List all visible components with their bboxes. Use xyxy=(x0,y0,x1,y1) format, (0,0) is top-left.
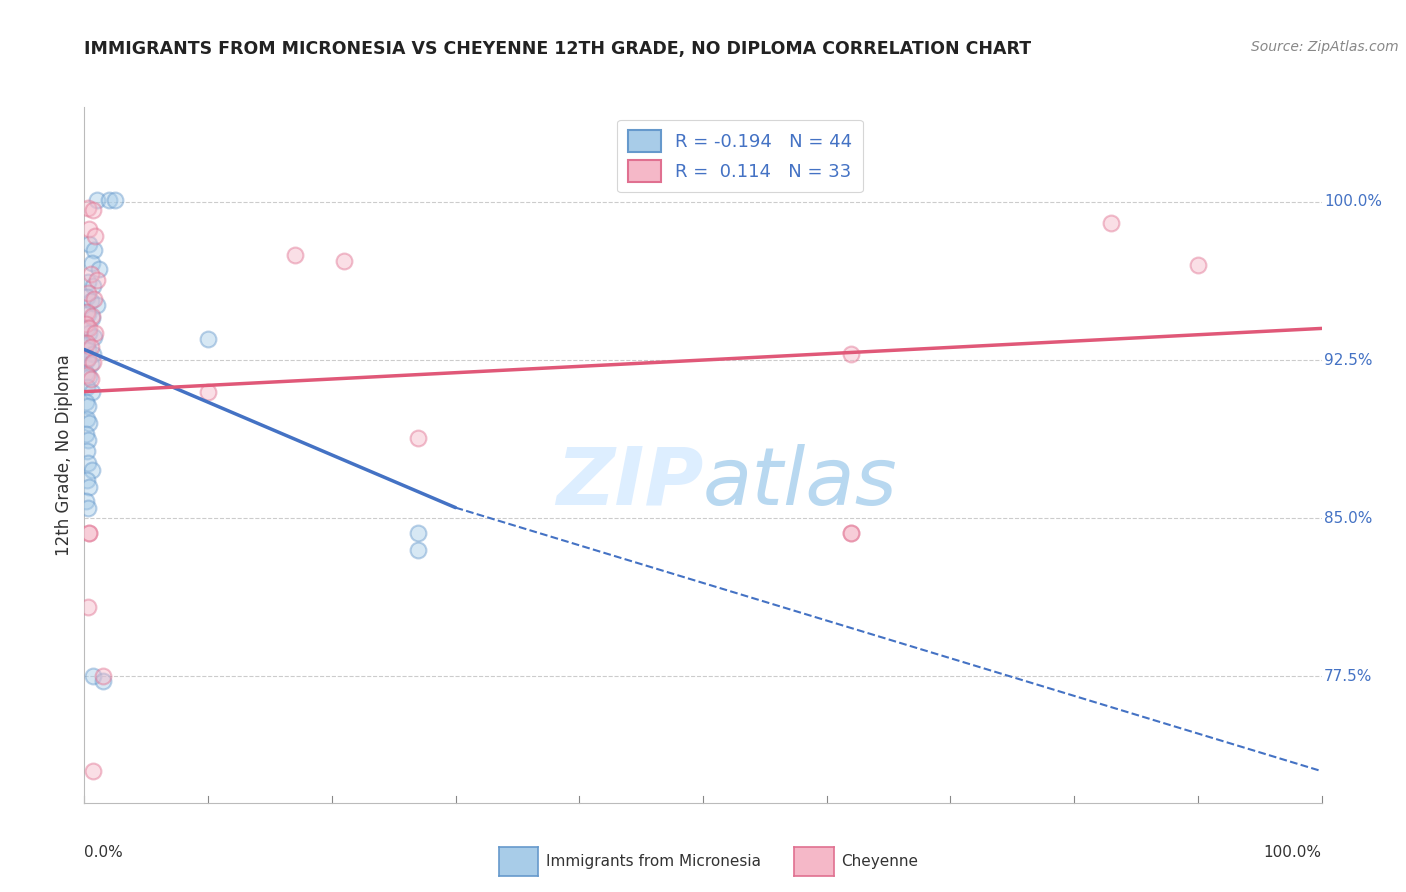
Point xyxy=(408,525,430,540)
Point xyxy=(76,412,98,426)
Point xyxy=(77,500,100,515)
Legend: R = -0.194   N = 44, R =  0.114   N = 33: R = -0.194 N = 44, R = 0.114 N = 33 xyxy=(617,120,863,193)
Point xyxy=(83,330,105,344)
Point xyxy=(76,473,98,487)
Point xyxy=(82,669,104,683)
Point xyxy=(77,351,100,365)
Text: 85.0%: 85.0% xyxy=(1324,511,1372,525)
Text: IMMIGRANTS FROM MICRONESIA VS CHEYENNE 12TH GRADE, NO DIPLOMA CORRELATION CHART: IMMIGRANTS FROM MICRONESIA VS CHEYENNE 1… xyxy=(84,40,1032,58)
Point xyxy=(80,310,103,325)
Point xyxy=(82,279,104,293)
Text: 77.5%: 77.5% xyxy=(1324,669,1372,684)
Point xyxy=(76,304,98,318)
Point xyxy=(841,525,863,540)
Text: 100.0%: 100.0% xyxy=(1324,194,1382,210)
Point xyxy=(77,285,100,300)
Point xyxy=(77,307,100,321)
Point xyxy=(76,336,98,351)
Point xyxy=(80,384,103,399)
Point xyxy=(284,247,307,261)
Point xyxy=(77,400,100,414)
Text: 0.0%: 0.0% xyxy=(84,845,124,860)
Point xyxy=(79,293,101,308)
Point xyxy=(82,355,104,369)
Point xyxy=(76,368,98,382)
Text: 100.0%: 100.0% xyxy=(1264,845,1322,860)
Point xyxy=(75,494,97,508)
Point xyxy=(98,193,121,207)
Point xyxy=(79,372,101,386)
Point xyxy=(91,673,114,688)
Point xyxy=(75,366,97,380)
Point xyxy=(77,433,100,447)
Point xyxy=(841,525,863,540)
Point xyxy=(77,201,100,215)
Point xyxy=(333,254,356,268)
Point xyxy=(1187,258,1209,272)
Text: Cheyenne: Cheyenne xyxy=(841,855,918,869)
Point xyxy=(79,417,101,431)
Point xyxy=(408,542,430,557)
Point xyxy=(83,292,105,306)
Y-axis label: 12th Grade, No Diploma: 12th Grade, No Diploma xyxy=(55,354,73,556)
Point xyxy=(408,431,430,445)
Point xyxy=(79,370,101,384)
Point xyxy=(104,193,127,207)
Point xyxy=(79,237,101,252)
Point xyxy=(83,244,105,258)
Point xyxy=(80,309,103,323)
Point xyxy=(79,267,101,281)
Text: atlas: atlas xyxy=(703,443,898,522)
Point xyxy=(75,338,97,352)
Point xyxy=(79,479,101,493)
Point xyxy=(86,273,108,287)
Point xyxy=(79,525,101,540)
Point xyxy=(80,256,103,270)
Point xyxy=(79,326,101,340)
Point xyxy=(77,456,100,470)
Point xyxy=(86,298,108,312)
Point xyxy=(197,332,219,346)
Text: ZIP: ZIP xyxy=(555,443,703,522)
Point xyxy=(82,764,104,779)
Point xyxy=(77,275,100,289)
Point xyxy=(79,340,101,354)
Point xyxy=(79,321,101,335)
Point xyxy=(84,228,107,243)
Point xyxy=(75,426,97,441)
Point xyxy=(75,317,97,331)
Point xyxy=(79,525,101,540)
Point xyxy=(77,599,100,614)
Text: Immigrants from Micronesia: Immigrants from Micronesia xyxy=(546,855,761,869)
Text: 92.5%: 92.5% xyxy=(1324,352,1372,368)
Point xyxy=(76,321,98,335)
Point xyxy=(197,384,219,399)
Point xyxy=(77,343,100,357)
Point xyxy=(80,463,103,477)
Point xyxy=(76,380,98,394)
Point xyxy=(89,262,111,277)
Point xyxy=(841,347,863,361)
Point xyxy=(79,222,101,236)
Point xyxy=(86,193,108,207)
Point xyxy=(82,347,104,361)
Point xyxy=(75,395,97,409)
Point xyxy=(82,203,104,218)
Point xyxy=(76,353,98,368)
Point xyxy=(1099,216,1122,230)
Text: Source: ZipAtlas.com: Source: ZipAtlas.com xyxy=(1251,40,1399,54)
Point xyxy=(91,669,114,683)
Point xyxy=(76,443,98,458)
Point xyxy=(76,290,98,304)
Point xyxy=(79,357,101,371)
Point xyxy=(84,326,107,340)
